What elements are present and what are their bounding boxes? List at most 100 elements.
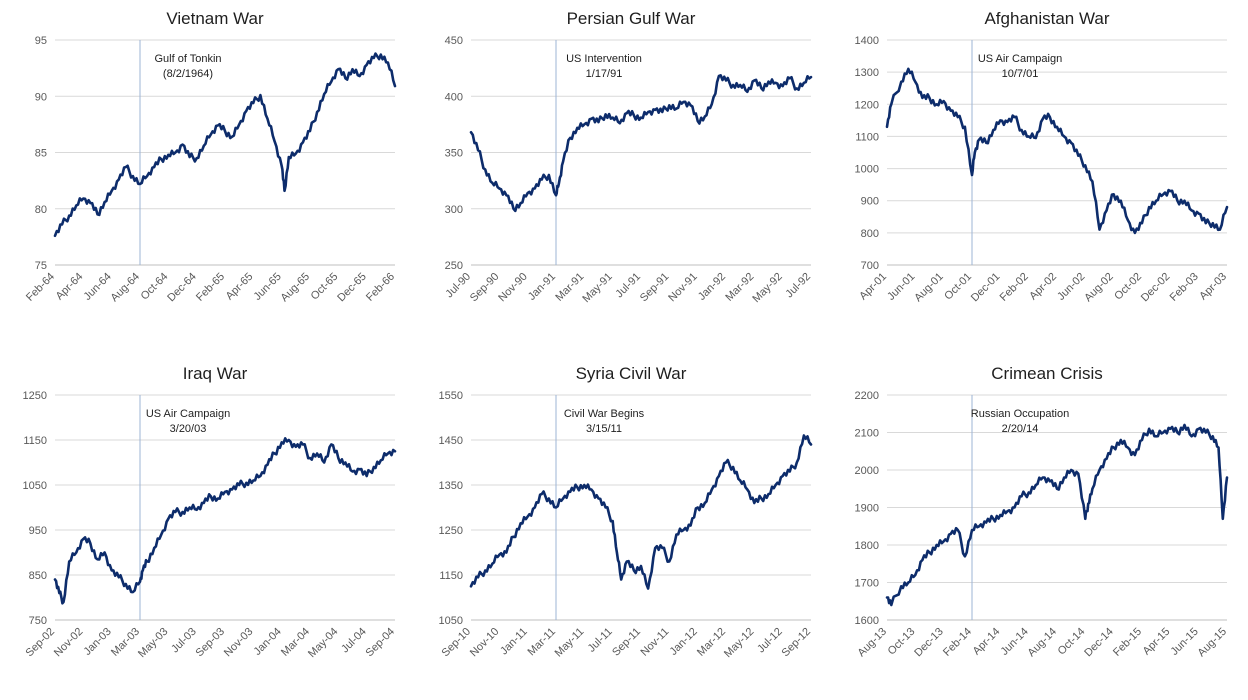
chart-title: Iraq War: [183, 364, 248, 383]
x-tick-label: Jun-15: [1169, 626, 1201, 658]
y-tick-label: 300: [445, 204, 463, 216]
event-label: US Air Campaign: [146, 408, 230, 420]
x-tick-label: May-11: [553, 626, 587, 660]
y-tick-label: 1100: [855, 131, 879, 143]
y-tick-label: 1900: [855, 503, 879, 515]
x-tick-label: Feb-02: [998, 271, 1031, 304]
x-tick-label: Aug-64: [109, 271, 143, 305]
event-date-label: 3/20/03: [170, 423, 207, 435]
y-tick-label: 850: [29, 570, 47, 582]
event-label: US Intervention: [566, 53, 642, 65]
y-tick-label: 1000: [855, 164, 879, 176]
x-tick-label: Aug-01: [912, 271, 946, 305]
x-tick-label: Apr-01: [857, 271, 889, 303]
x-tick-label: Feb-64: [24, 271, 57, 304]
chart-svg: Vietnam War7580859095Feb-64Apr-64Jun-64A…: [24, 9, 397, 305]
chart-iraq-war: Iraq War 750 850 950 1050 1150 1250 Sep-02 Nov-0…: [0, 355, 408, 700]
x-tick-label: Jan-04: [252, 626, 284, 658]
y-tick-label: 350: [445, 148, 463, 160]
y-tick-label: 1550: [439, 390, 463, 402]
x-tick-label: Apr-14: [971, 626, 1003, 658]
x-tick-label: Sep-11: [610, 626, 643, 659]
y-tick-label: 1250: [439, 525, 463, 537]
x-tick-label: Apr-65: [224, 271, 256, 303]
event-date-label: 1/17/91: [586, 68, 623, 80]
y-tick-label: 950: [29, 525, 47, 537]
y-tick-label: 2000: [855, 465, 879, 477]
series-line: [885, 423, 1229, 607]
chart-syria-civil-war: Syria Civil War 1050 1150 1250 1350 1450 1550 S…: [416, 355, 824, 700]
y-tick-label: 700: [861, 260, 879, 272]
x-tick-label: May-92: [750, 271, 784, 305]
x-tick-label: Feb-03: [1168, 271, 1201, 304]
x-tick-label: Sep-91: [638, 271, 672, 305]
x-tick-label: Feb-66: [364, 271, 397, 304]
y-tick-label: 80: [35, 204, 47, 216]
x-tick-label: Dec-01: [969, 271, 1003, 305]
y-tick-label: 95: [35, 35, 47, 47]
event-date-label: (8/2/1964): [163, 68, 213, 80]
x-tick-label: Nov-11: [638, 626, 671, 659]
x-tick-label: Feb-14: [941, 626, 974, 659]
x-tick-label: Dec-65: [335, 271, 369, 305]
x-tick-label: Jan-11: [498, 626, 530, 658]
x-tick-label: Nov-90: [496, 271, 530, 305]
event-date-label: 2/20/14: [1002, 423, 1039, 435]
event-date-label: 3/15/11: [586, 423, 622, 435]
y-tick-label: 1700: [855, 578, 879, 590]
x-tick-label: May-91: [580, 271, 614, 305]
y-tick-label: 250: [445, 260, 463, 272]
y-tick-label: 75: [35, 260, 47, 272]
x-tick-label: Oct-01: [942, 271, 974, 303]
y-tick-label: 1150: [23, 435, 47, 447]
event-label: Russian Occupation: [971, 408, 1069, 420]
x-tick-label: Aug-13: [856, 626, 890, 660]
y-tick-label: 900: [861, 196, 879, 208]
chart-svg: Afghanistan War 700 800 900 1000 1100 1200 1300…: [855, 9, 1230, 305]
x-tick-label: Feb-65: [194, 271, 227, 304]
x-tick-label: Aug-15: [1196, 626, 1230, 660]
x-tick-label: Apr-15: [1141, 626, 1173, 658]
x-tick-label: Jun-65: [252, 271, 284, 303]
chart-title: Persian Gulf War: [567, 9, 696, 28]
x-tick-label: Jun-64: [82, 271, 114, 303]
x-tick-label: Apr-02: [1027, 271, 1059, 303]
chart-persian-gulf-war: Persian Gulf War 250 300 350 400 450 Jul-90 Sep…: [416, 0, 824, 345]
y-tick-label: 90: [35, 91, 47, 103]
y-tick-label: 1400: [855, 35, 879, 47]
x-tick-label: May-12: [722, 626, 756, 660]
y-tick-label: 400: [445, 91, 463, 103]
x-tick-label: Aug-14: [1026, 626, 1060, 660]
chart-svg: Iraq War750850950105011501250Sep-02Nov-0…: [23, 364, 398, 660]
y-tick-label: 1150: [439, 570, 463, 582]
x-tick-label: Jan-12: [668, 626, 700, 658]
y-tick-label: 1050: [439, 615, 463, 627]
y-tick-label: 1200: [855, 99, 879, 111]
x-tick-label: Sep-10: [440, 626, 474, 660]
x-tick-label: Nov-02: [52, 626, 86, 660]
x-tick-label: Sep-90: [468, 271, 502, 305]
x-tick-label: Oct-13: [886, 626, 918, 658]
chart-title: Vietnam War: [166, 9, 264, 28]
series-line: [53, 437, 397, 605]
chart-svg: Persian Gulf War250300350400450Jul-90Sep…: [443, 9, 813, 305]
x-tick-label: Nov-03: [222, 626, 256, 660]
y-tick-label: 1050: [23, 480, 47, 492]
chart-afghanistan-war: Afghanistan War 700 800 900 1000 1100 1200 1300…: [832, 0, 1240, 345]
x-tick-label: May-04: [306, 626, 340, 660]
series-line: [469, 74, 813, 213]
y-tick-label: 1300: [855, 67, 879, 79]
x-tick-label: Apr-64: [54, 271, 86, 303]
x-tick-label: Dec-64: [165, 271, 199, 305]
x-tick-label: Oct-64: [139, 271, 171, 303]
x-tick-label: May-03: [136, 626, 170, 660]
x-tick-label: Dec-14: [1082, 626, 1116, 660]
chart-vietnam-war: Vietnam War 75 80 85 90 95 Feb-64 Apr-64 Jun-64 A…: [0, 0, 408, 345]
x-tick-label: Sep-03: [194, 626, 228, 660]
x-tick-label: Oct-02: [1112, 271, 1144, 303]
y-tick-label: 1450: [439, 435, 463, 447]
x-tick-label: Nov-10: [468, 626, 502, 660]
y-tick-label: 1250: [23, 390, 47, 402]
x-tick-label: Jan-92: [696, 271, 728, 303]
x-tick-label: Apr-03: [1197, 271, 1229, 303]
